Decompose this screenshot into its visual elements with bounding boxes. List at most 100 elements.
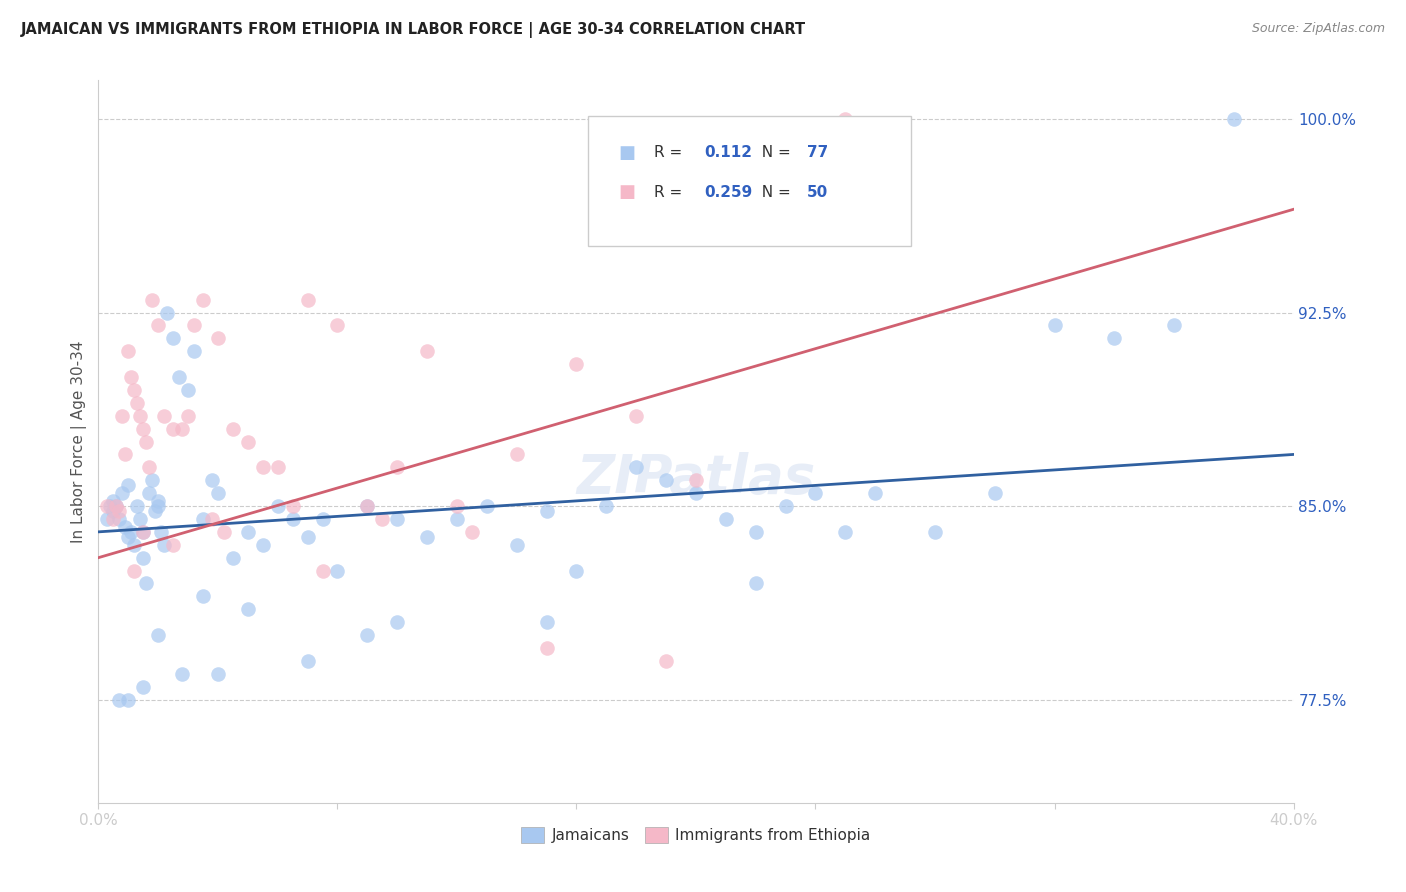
- Point: [201, 512, 224, 526]
- Point: [207, 331, 229, 345]
- Point: [96, 499, 118, 513]
- Point: [655, 473, 678, 487]
- Point: [141, 473, 163, 487]
- Point: [222, 550, 245, 565]
- Point: [96, 512, 118, 526]
- Point: [177, 847, 200, 862]
- Point: [120, 370, 142, 384]
- Point: [148, 628, 170, 642]
- Point: [804, 486, 827, 500]
- Point: [416, 530, 439, 544]
- Point: [745, 576, 768, 591]
- Point: [281, 499, 304, 513]
- Point: [446, 512, 468, 526]
- Point: [135, 576, 157, 591]
- Point: [172, 422, 194, 436]
- Point: [129, 512, 152, 526]
- Point: [297, 293, 319, 307]
- Point: [117, 344, 139, 359]
- Point: [183, 318, 205, 333]
- Point: [222, 422, 245, 436]
- Point: [252, 538, 274, 552]
- Point: [506, 447, 529, 461]
- Point: [111, 409, 134, 423]
- Point: [236, 434, 259, 449]
- Point: [124, 538, 146, 552]
- Point: [162, 331, 184, 345]
- Point: [565, 357, 588, 371]
- Point: [536, 640, 558, 655]
- Point: [177, 409, 200, 423]
- Point: [124, 564, 146, 578]
- Point: [834, 524, 856, 539]
- Point: [111, 486, 134, 500]
- Point: [108, 504, 131, 518]
- Point: [446, 499, 468, 513]
- Point: [105, 499, 128, 513]
- Point: [267, 460, 290, 475]
- Point: [138, 460, 160, 475]
- Point: [1223, 112, 1246, 126]
- Point: [311, 512, 333, 526]
- Point: [745, 524, 768, 539]
- Point: [167, 370, 190, 384]
- Point: [297, 654, 319, 668]
- Point: [132, 680, 155, 694]
- Point: [385, 512, 409, 526]
- Point: [356, 628, 378, 642]
- Y-axis label: In Labor Force | Age 30-34: In Labor Force | Age 30-34: [72, 340, 87, 543]
- Point: [162, 538, 184, 552]
- Point: [267, 499, 290, 513]
- Point: [135, 434, 157, 449]
- Text: ■: ■: [619, 144, 636, 161]
- Legend: Jamaicans, Immigrants from Ethiopia: Jamaicans, Immigrants from Ethiopia: [515, 822, 877, 849]
- Point: [108, 692, 131, 706]
- Point: [138, 486, 160, 500]
- Point: [385, 615, 409, 630]
- Point: [132, 524, 155, 539]
- Point: [297, 530, 319, 544]
- Point: [103, 504, 125, 518]
- Point: [356, 499, 378, 513]
- Point: [132, 422, 155, 436]
- Point: [148, 318, 170, 333]
- Point: [924, 524, 946, 539]
- Point: [1104, 331, 1126, 345]
- Point: [236, 602, 259, 616]
- Point: [132, 550, 155, 565]
- Text: R =: R =: [654, 145, 688, 160]
- Point: [124, 383, 146, 397]
- Point: [103, 494, 125, 508]
- Text: N =: N =: [752, 145, 796, 160]
- Point: [626, 460, 648, 475]
- Point: [416, 344, 439, 359]
- Point: [114, 519, 136, 533]
- Text: R =: R =: [654, 185, 688, 200]
- Point: [714, 512, 737, 526]
- Point: [865, 486, 887, 500]
- Point: [141, 293, 163, 307]
- Point: [212, 524, 235, 539]
- Point: [172, 666, 194, 681]
- Text: ZIPatlas: ZIPatlas: [576, 451, 815, 504]
- Point: [129, 409, 152, 423]
- Point: [148, 494, 170, 508]
- Point: [120, 524, 142, 539]
- Point: [775, 499, 797, 513]
- Point: [108, 512, 131, 526]
- Point: [281, 512, 304, 526]
- Point: [117, 478, 139, 492]
- Point: [1163, 318, 1185, 333]
- Point: [685, 486, 707, 500]
- Point: [475, 499, 498, 513]
- Text: 0.259: 0.259: [704, 185, 752, 200]
- Point: [536, 504, 558, 518]
- Point: [1043, 318, 1066, 333]
- Point: [236, 524, 259, 539]
- FancyBboxPatch shape: [589, 117, 911, 246]
- Point: [371, 512, 394, 526]
- Point: [984, 486, 1007, 500]
- Point: [626, 409, 648, 423]
- Point: [385, 460, 409, 475]
- Point: [536, 615, 558, 630]
